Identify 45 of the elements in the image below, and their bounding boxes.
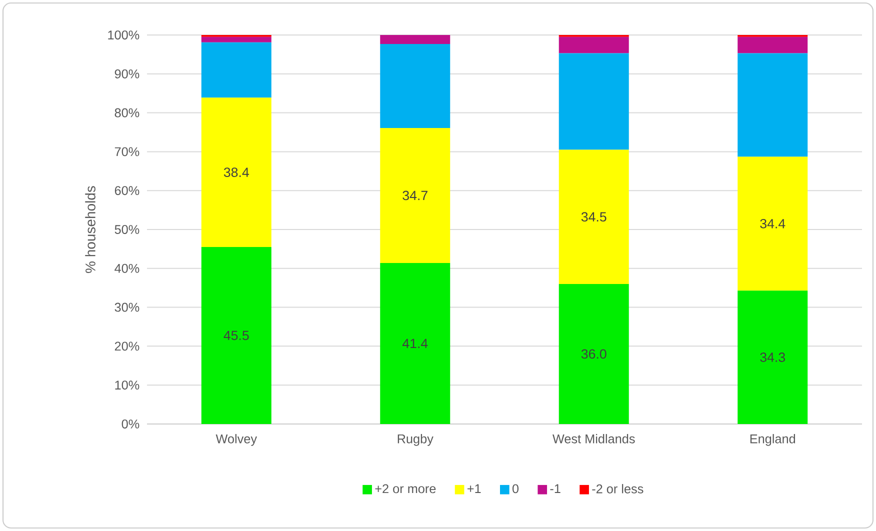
y-tick-label: 20%: [114, 342, 140, 351]
legend-label: -2 or less: [592, 484, 644, 494]
bar: [201, 98, 272, 247]
y-tick-label: 0%: [122, 420, 140, 428]
data-label: 36.0: [581, 349, 606, 359]
legend-label: -1: [550, 484, 560, 493]
y-tick-label: 60%: [114, 186, 140, 196]
y-tick-label: 40%: [114, 264, 140, 273]
data-label: 45.5: [224, 330, 249, 340]
data-label: 34.7: [402, 190, 428, 200]
legend-label: +1: [468, 484, 481, 493]
bar: [738, 36, 808, 54]
bar: [201, 246, 272, 424]
y-tick-label: 10%: [115, 380, 140, 390]
bar: [738, 156, 808, 291]
x-tick-label: Wolvey: [216, 434, 258, 446]
bar: [380, 34, 450, 44]
y-tick-label: 30%: [114, 302, 140, 312]
y-tick-label: 90%: [114, 69, 140, 78]
bar: [738, 53, 808, 157]
data-label: 34.3: [760, 352, 786, 362]
data-label: 34.5: [581, 212, 606, 222]
bar: [380, 262, 450, 424]
y-tick-label: 50%: [114, 225, 140, 234]
legend-label: +2 or more: [375, 484, 436, 494]
y-axis-title: % households: [85, 186, 96, 273]
y-tick-label: 70%: [114, 147, 140, 156]
bar: [558, 53, 629, 150]
x-tick-label: West Midlands: [552, 434, 635, 444]
bar: [380, 128, 450, 263]
bar: [738, 290, 808, 424]
data-label: 38.4: [224, 168, 249, 178]
bar: [201, 42, 272, 98]
y-tick-label: 100%: [108, 30, 140, 40]
x-tick-label: Rugby: [398, 434, 434, 446]
x-tick-label: England: [750, 434, 796, 446]
bar: [558, 150, 629, 284]
data-label: 41.4: [402, 338, 428, 348]
y-tick-label: 80%: [114, 108, 140, 118]
legend-label: 0: [512, 484, 519, 494]
bar: [558, 284, 629, 424]
data-label: 34.4: [760, 218, 786, 228]
bar: [558, 36, 629, 54]
bar: [380, 44, 450, 128]
bar: [201, 36, 272, 42]
